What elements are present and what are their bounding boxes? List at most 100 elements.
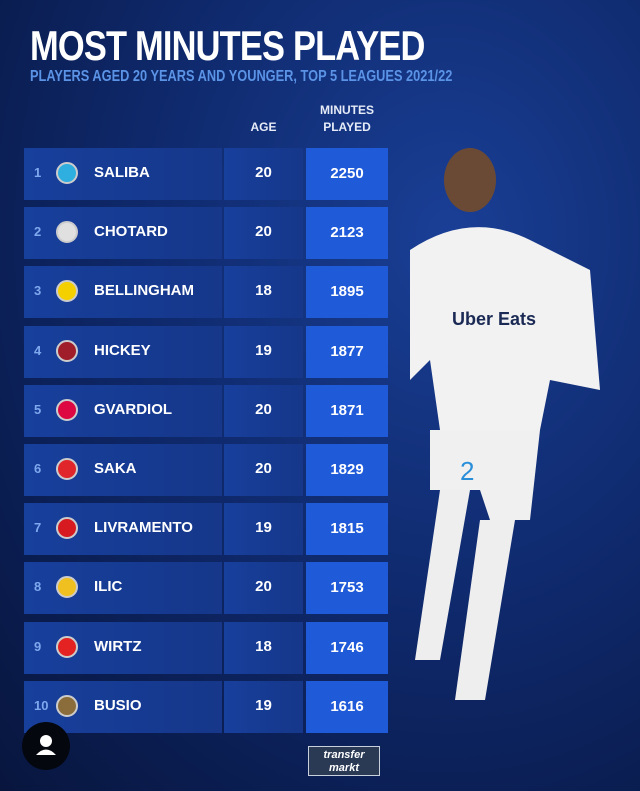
age-band	[224, 266, 303, 319]
rank: 7	[34, 520, 42, 536]
player-name: WIRTZ	[94, 637, 142, 655]
rank: 5	[34, 401, 42, 417]
club-crest-icon	[56, 576, 78, 599]
column-header-age: AGE	[250, 120, 277, 134]
name-band	[24, 562, 222, 615]
player-age: 19	[255, 341, 272, 359]
rank: 1	[34, 165, 42, 180]
table-row: 4 HICKEY 19 1877	[24, 325, 388, 378]
minutes-box	[306, 384, 388, 437]
rank: 2	[34, 224, 42, 240]
player-age: 20	[255, 578, 272, 596]
player-name: LIVRAMENTO	[94, 519, 193, 537]
rank: 9	[34, 638, 42, 654]
club-crest-icon	[56, 694, 78, 717]
minutes-box	[306, 148, 388, 200]
player-name: GVARDIOL	[94, 400, 173, 418]
minutes-played: 1753	[330, 579, 364, 597]
table-row: 6 SAKA 20 1829	[24, 444, 388, 496]
club-crest-icon	[56, 221, 78, 244]
minutes-played: 1895	[330, 283, 364, 301]
page-subtitle: PLAYERS AGED 20 YEARS AND YOUNGER, TOP 5…	[30, 68, 453, 85]
user-avatar-button[interactable]	[22, 722, 70, 770]
rank: 3	[34, 283, 42, 299]
shorts-number: 2	[460, 456, 474, 486]
age-band	[224, 384, 303, 437]
minutes-played: 2250	[330, 165, 364, 182]
club-crest-icon	[56, 339, 78, 362]
table-row: 10 BUSIO 19 1616	[24, 680, 388, 733]
player-shorts	[430, 430, 540, 520]
column-header-minutes-line2: PLAYED	[323, 120, 371, 134]
age-band	[224, 680, 303, 733]
player-name: BELLINGHAM	[94, 282, 194, 300]
page-title: MOST MINUTES PLAYED	[30, 22, 425, 69]
logo-line2: markt	[329, 762, 359, 774]
club-crest-icon	[56, 458, 78, 480]
player-age: 18	[255, 637, 272, 655]
shirt-sponsor: Uber Eats	[452, 309, 536, 329]
age-band	[224, 444, 303, 496]
player-head	[444, 148, 496, 212]
table-row: 7 LIVRAMENTO 19 1815	[24, 503, 388, 556]
minutes-played: 1829	[330, 461, 364, 478]
player-age: 19	[255, 696, 272, 714]
club-crest-icon	[56, 635, 78, 658]
rank: 10	[34, 697, 49, 713]
age-band	[224, 148, 303, 200]
player-name: CHOTARD	[94, 223, 168, 241]
minutes-box	[306, 444, 388, 496]
minutes-box	[306, 621, 388, 674]
minutes-played: 2123	[330, 224, 364, 242]
table-row: 2 CHOTARD 20 2123	[24, 207, 388, 260]
minutes-played: 1871	[330, 401, 364, 419]
player-age: 19	[255, 519, 272, 537]
table-row: 8 ILIC 20 1753	[24, 562, 388, 615]
club-crest-icon	[56, 162, 78, 184]
minutes-box	[306, 325, 388, 378]
player-age: 20	[255, 460, 272, 477]
minutes-box	[306, 562, 388, 615]
minutes-played: 1746	[330, 638, 364, 656]
transfermarkt-logo: transfer markt	[308, 746, 380, 776]
player-age: 18	[255, 282, 272, 300]
player-age: 20	[255, 223, 272, 241]
table-row: 9 WIRTZ 18 1746	[24, 621, 388, 674]
minutes-box	[306, 503, 388, 556]
player-name: ILIC	[94, 578, 123, 596]
age-band	[224, 325, 303, 378]
player-age: 20	[255, 164, 272, 181]
player-name: SALIBA	[94, 164, 150, 181]
minutes-box	[306, 266, 388, 319]
rank: 6	[34, 461, 42, 476]
club-crest-icon	[56, 517, 78, 540]
rank: 4	[34, 342, 42, 358]
club-crest-icon	[56, 398, 78, 421]
player-name: BUSIO	[94, 696, 142, 714]
age-band	[224, 562, 303, 615]
column-header-minutes-line1: MINUTES	[320, 103, 374, 117]
player-photo: Uber Eats 2	[410, 148, 600, 700]
player-right-leg	[455, 520, 515, 700]
player-left-leg	[415, 490, 470, 660]
club-crest-icon	[56, 280, 78, 303]
logo-line1: transfer	[323, 749, 365, 761]
column-header-minutes: MINUTES PLAYED	[306, 102, 388, 136]
minutes-played: 1877	[330, 342, 364, 360]
table-row: 3 BELLINGHAM 18 1895	[24, 266, 388, 319]
table-row: 1 SALIBA 20 2250	[24, 148, 388, 200]
player-name: HICKEY	[94, 341, 151, 359]
minutes-played: 1616	[330, 697, 364, 715]
age-band	[224, 503, 303, 556]
minutes-box	[306, 207, 388, 260]
rank: 8	[34, 579, 42, 595]
minutes-played: 1815	[330, 520, 364, 538]
player-shirt	[410, 227, 600, 430]
player-age: 20	[255, 400, 272, 418]
player-name: SAKA	[94, 460, 137, 477]
minutes-box	[306, 680, 388, 733]
age-band	[224, 621, 303, 674]
table-row: 5 GVARDIOL 20 1871	[24, 384, 388, 437]
age-band	[224, 207, 303, 260]
person-icon	[36, 735, 56, 755]
